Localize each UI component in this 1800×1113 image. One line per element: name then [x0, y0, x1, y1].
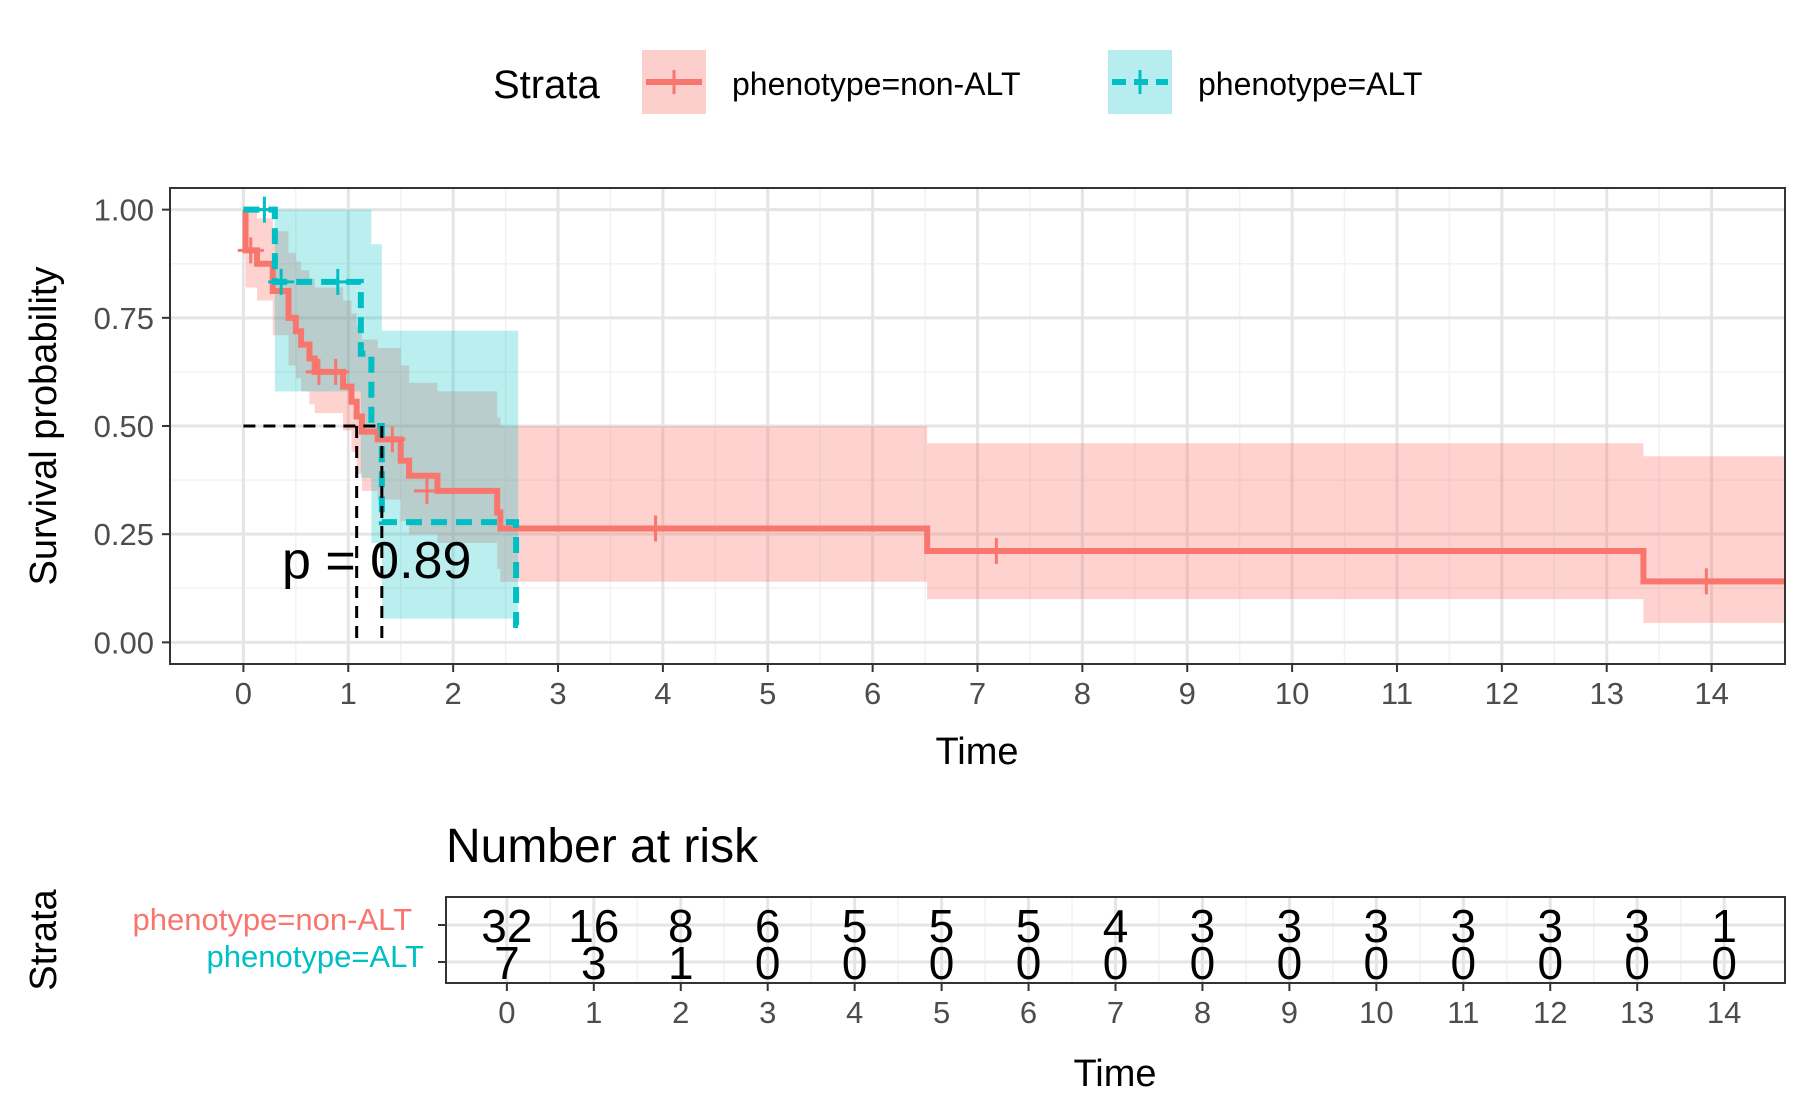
survival-plot: 0 1 2 3 4 5 6 7 8 9 10 11 12 13 140.000.250.500.751.00… [23, 187, 1786, 773]
risk-count-alt: 3 [581, 937, 607, 989]
survival-axes: 0 1 2 3 4 5 6 7 8 9 10 11 12 13 140.000.250.500.751.00 [94, 193, 1729, 711]
legend-label-nonalt: phenotype=non-ALT [732, 66, 1021, 102]
risk-count-nonalt: 5 [842, 900, 868, 952]
x-tick-label: 1 [340, 676, 357, 711]
y-tick-label: 0.25 [94, 517, 154, 552]
risk-x-tick-label: 6 [1020, 995, 1037, 1030]
risk-count-nonalt: 32 [481, 900, 532, 952]
risk-count-alt: 7 [494, 937, 520, 989]
risk-count-nonalt: 3 [1537, 900, 1563, 952]
legend: Strata phenotype=non-ALT phenotype=ALT [493, 50, 1422, 114]
risk-x-tick-label: 1 [585, 995, 602, 1030]
risk-count-alt: 0 [1103, 937, 1129, 989]
legend-key-nonalt [642, 50, 706, 114]
risk-count-nonalt: 3 [1364, 900, 1390, 952]
risk-count-nonalt: 6 [755, 900, 781, 952]
risk-y-axis-title: Strata [23, 888, 65, 990]
x-tick-label: 7 [969, 676, 986, 711]
risk-count-nonalt: 3 [1450, 900, 1476, 952]
risk-x-tick-label: 9 [1281, 995, 1298, 1030]
risk-count-nonalt: 8 [668, 900, 694, 952]
x-tick-label: 4 [654, 676, 671, 711]
survival-grid [170, 188, 1785, 664]
legend-title: Strata [493, 63, 600, 107]
risk-count-alt: 0 [1450, 937, 1476, 989]
risk-count-alt: 0 [1016, 937, 1042, 989]
risk-row-label-nonalt: phenotype=non-ALT [133, 902, 413, 937]
risk-count-nonalt: 3 [1277, 900, 1303, 952]
median-survival-lines [243, 424, 384, 643]
risk-count-alt: 0 [1711, 937, 1737, 989]
x-tick-label: 6 [864, 676, 881, 711]
risk-count-alt: 0 [929, 937, 955, 989]
risk-table-title: Number at risk [446, 820, 759, 873]
x-tick-label: 11 [1381, 676, 1413, 711]
risk-x-tick-label: 11 [1447, 995, 1479, 1030]
risk-table: Number at risk 32 16 8 6 5 5 5 4 3 3 3 3 3 3 17 3 1 0 0 0 0 0… [23, 820, 1786, 1095]
risk-row-label-alt: phenotype=ALT [207, 939, 425, 974]
risk-count-alt: 0 [1277, 937, 1303, 989]
y-tick-label: 0.75 [94, 301, 154, 336]
risk-count-nonalt: 5 [929, 900, 955, 952]
risk-count-alt: 0 [1624, 937, 1650, 989]
risk-axes: 0 1 2 3 4 5 6 7 8 9 10 11 12 13 14 [438, 924, 1741, 1030]
risk-count-alt: 0 [1190, 937, 1216, 989]
x-tick-label: 5 [759, 676, 776, 711]
risk-x-tick-label: 12 [1533, 995, 1567, 1030]
legend-key-alt [1108, 50, 1172, 114]
p-value: p = 0.89 [282, 532, 471, 590]
risk-count-alt: 0 [1537, 937, 1563, 989]
risk-count-alt: 1 [668, 937, 694, 989]
risk-x-tick-label: 7 [1107, 995, 1124, 1030]
risk-x-tick-label: 3 [759, 995, 776, 1030]
survival-y-axis-title: Survival probability [23, 267, 65, 586]
risk-x-tick-label: 10 [1359, 995, 1393, 1030]
risk-grid [446, 897, 1785, 983]
risk-count-alt: 0 [1364, 937, 1390, 989]
risk-count-nonalt: 5 [1016, 900, 1042, 952]
risk-x-tick-label: 14 [1707, 995, 1741, 1030]
censor-marks [237, 196, 1720, 595]
risk-x-tick-label: 5 [933, 995, 950, 1030]
risk-x-tick-label: 13 [1620, 995, 1654, 1030]
y-tick-label: 0.50 [94, 409, 154, 444]
survival-x-axis-title: Time [935, 731, 1018, 773]
x-tick-label: 3 [549, 676, 566, 711]
risk-count-nonalt: 3 [1190, 900, 1216, 952]
x-tick-label: 12 [1485, 676, 1519, 711]
x-tick-label: 10 [1275, 676, 1309, 711]
x-tick-label: 13 [1589, 676, 1623, 711]
y-tick-label: 0.00 [94, 625, 154, 660]
x-tick-label: 14 [1694, 676, 1728, 711]
confidence-bands [243, 209, 1786, 623]
survival-line-alt [243, 206, 520, 629]
risk-count-nonalt: 3 [1624, 900, 1650, 952]
survival-line-nonalt [242, 206, 1785, 585]
y-tick-label: 1.00 [94, 193, 154, 228]
risk-count-nonalt: 16 [568, 900, 619, 952]
risk-x-axis-title: Time [1073, 1053, 1156, 1095]
risk-count-alt: 0 [842, 937, 868, 989]
x-tick-label: 8 [1074, 676, 1091, 711]
legend-label-alt: phenotype=ALT [1198, 66, 1422, 102]
risk-count-nonalt: 1 [1711, 900, 1737, 952]
ci-band-nonalt [243, 209, 1786, 623]
risk-x-tick-label: 4 [846, 995, 863, 1030]
risk-x-tick-label: 8 [1194, 995, 1211, 1030]
risk-x-tick-label: 0 [498, 995, 515, 1030]
x-tick-label: 9 [1179, 676, 1196, 711]
ci-band-alt [243, 209, 519, 619]
risk-x-tick-label: 2 [672, 995, 689, 1030]
survival-curves [242, 206, 1785, 629]
x-tick-label: 0 [235, 676, 252, 711]
risk-count-alt: 0 [755, 937, 781, 989]
x-tick-label: 2 [445, 676, 462, 711]
risk-values: 32 16 8 6 5 5 5 4 3 3 3 3 3 3 17 3 1 0 0 0 0 0 0 0 0 0 0 0 0 [481, 900, 1737, 989]
risk-count-nonalt: 4 [1103, 900, 1129, 952]
